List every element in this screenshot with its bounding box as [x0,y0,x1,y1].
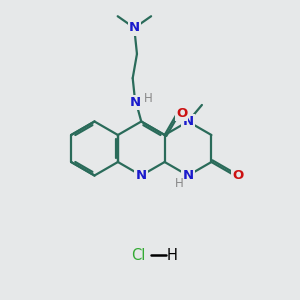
Text: Cl: Cl [131,248,146,262]
Text: O: O [176,107,188,120]
Text: N: N [182,115,194,128]
Text: N: N [182,169,194,182]
Text: O: O [232,169,243,182]
Text: H: H [175,177,183,190]
Text: H: H [166,248,177,262]
Text: N: N [136,169,147,182]
Text: N: N [130,96,141,109]
Text: N: N [129,21,140,34]
Text: H: H [144,92,152,105]
